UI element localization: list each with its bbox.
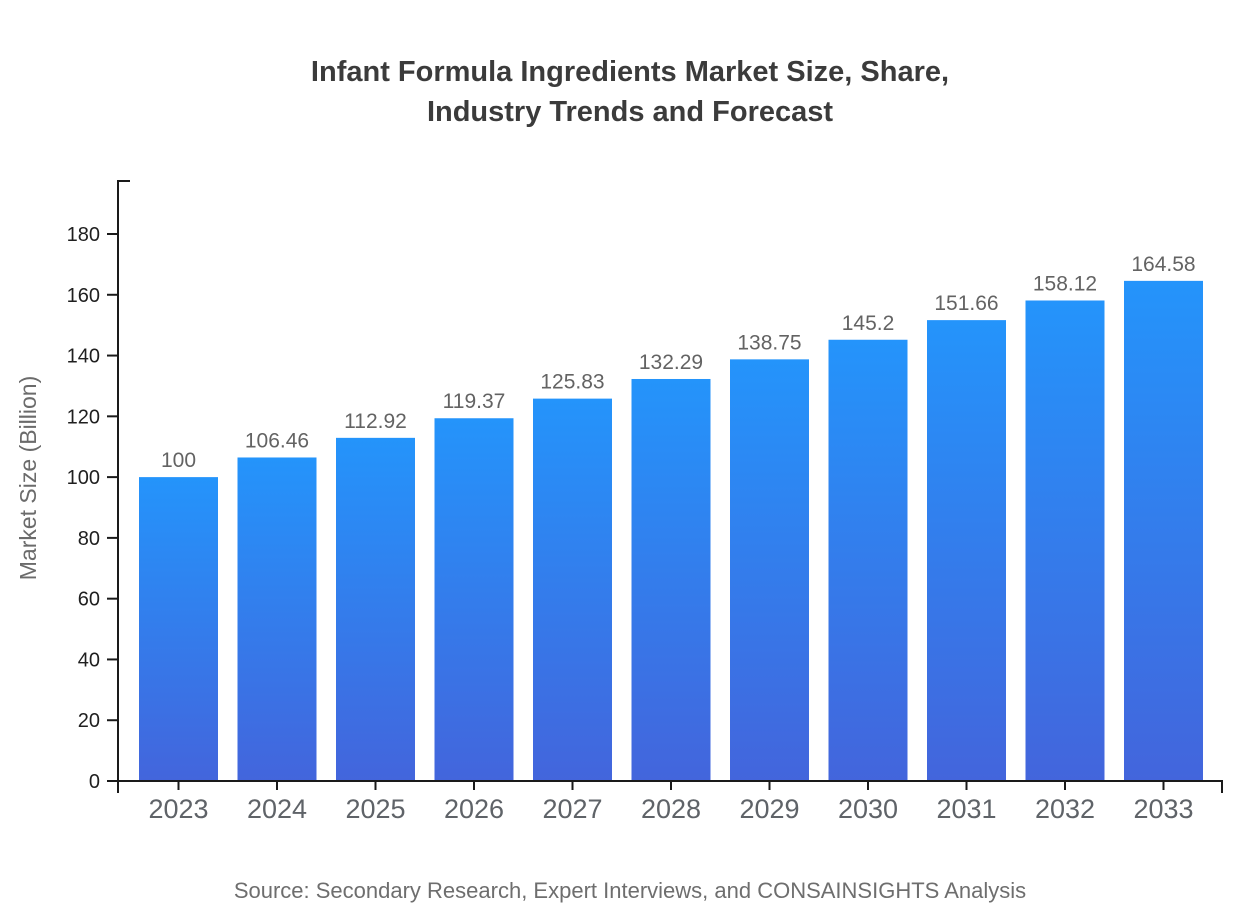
x-tick-label: 2033 — [1133, 794, 1193, 824]
bar-2026 — [434, 418, 514, 781]
bar-value-label: 158.12 — [1033, 272, 1097, 295]
bar-2027 — [533, 398, 612, 781]
bar-2025 — [336, 437, 415, 781]
bar-value-label: 145.2 — [842, 312, 895, 335]
bar-value-label: 119.37 — [443, 390, 506, 413]
x-tick-label: 2032 — [1035, 794, 1095, 824]
x-tick-label: 2026 — [444, 794, 504, 824]
x-axis-spine — [118, 780, 1223, 793]
bar-value-label: 164.58 — [1131, 253, 1195, 276]
x-tick-label: 2030 — [838, 794, 898, 824]
bar-2032 — [1025, 300, 1105, 781]
bar-2029 — [730, 359, 809, 781]
bar-value-labels: 100 106.46 112.92 119.37 125.83 132.29 138.75 1… — [161, 253, 1196, 472]
bar-value-label: 125.83 — [540, 371, 604, 394]
bar-2033 — [1124, 280, 1203, 781]
y-tick-label: 60 — [78, 589, 100, 611]
y-axis-spine — [117, 180, 130, 793]
bar-value-label: 112.92 — [344, 410, 407, 433]
y-tick-label: 120 — [67, 406, 100, 428]
x-tick-label: 2025 — [345, 794, 405, 824]
chart-title: Infant Formula Ingredients Market Size, … — [0, 52, 1260, 132]
y-tick-label: 180 — [67, 224, 100, 246]
x-tick-label: 2027 — [542, 794, 602, 824]
x-tick-label: 2023 — [148, 794, 208, 824]
y-tick-label: 80 — [78, 528, 100, 550]
y-tick-label: 20 — [78, 710, 100, 732]
chart-title-line2: Industry Trends and Forecast — [426, 96, 834, 128]
x-tick-label: 2024 — [247, 794, 307, 824]
y-tick-label: 160 — [67, 285, 100, 307]
bar-2031 — [927, 320, 1006, 781]
source-caption: Source: Secondary Research, Expert Inter… — [233, 878, 1027, 903]
y-tick-label: 40 — [78, 649, 100, 671]
y-axis-ticks: 0 20 40 60 80 100 120 140 160 180 — [67, 224, 118, 793]
bar-2023 — [139, 477, 218, 781]
y-tick-label: 0 — [89, 771, 100, 793]
x-axis-ticks: 2023 2024 2025 2026 2027 2028 2029 2030 2031 2032… — [148, 781, 1194, 824]
x-tick-label: 2029 — [739, 794, 799, 824]
x-tick-label: 2031 — [936, 794, 996, 824]
chart-title-line1: Infant Formula Ingredients Market Size, … — [310, 56, 950, 88]
axes — [117, 180, 1223, 793]
bars-group — [139, 280, 1203, 781]
bar-2030 — [828, 339, 908, 781]
y-axis-title: Market Size (Billion) — [15, 376, 41, 581]
bar-2024 — [237, 457, 317, 781]
bar-value-label: 100 — [161, 449, 196, 472]
bar-value-label: 138.75 — [737, 331, 801, 354]
bar-value-label: 132.29 — [639, 351, 703, 374]
bar-2028 — [631, 378, 711, 781]
x-tick-label: 2028 — [641, 794, 701, 824]
y-tick-label: 100 — [67, 467, 100, 489]
bar-value-label: 151.66 — [934, 292, 998, 315]
y-tick-label: 140 — [67, 346, 100, 368]
bar-value-label: 106.46 — [245, 429, 309, 452]
